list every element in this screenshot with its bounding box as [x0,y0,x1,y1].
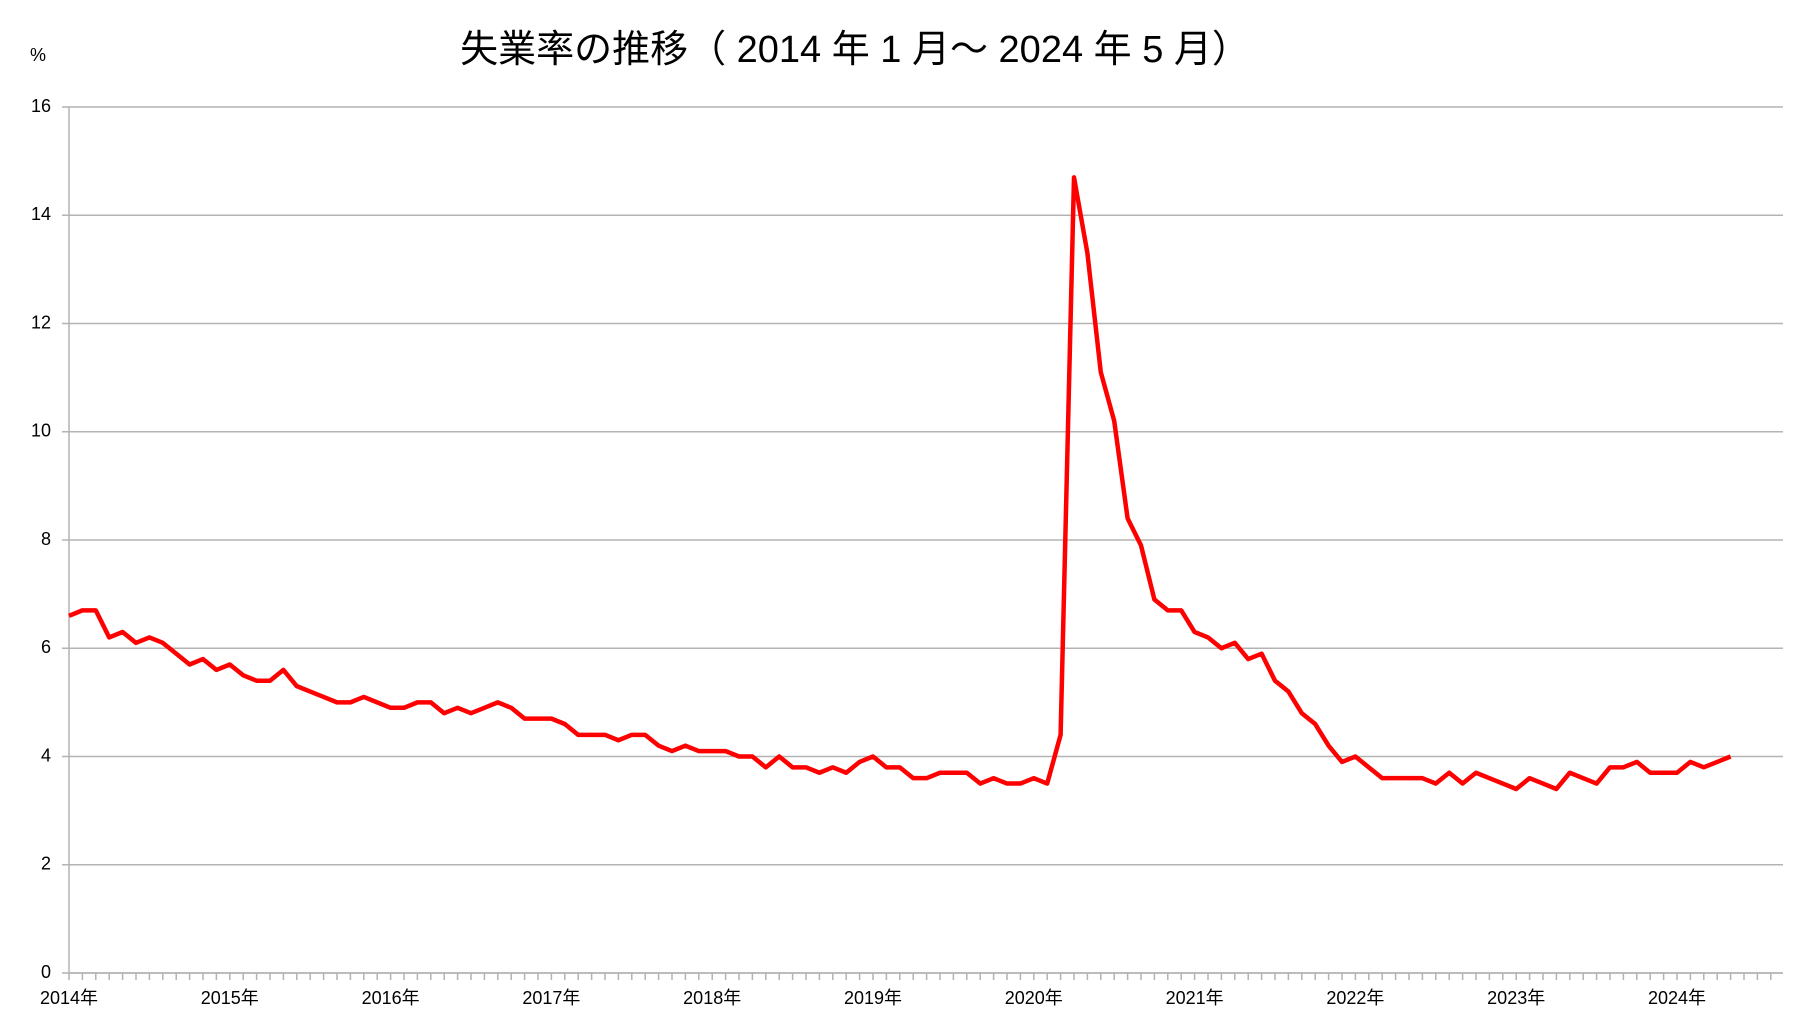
x-tick-label: 2016年 [362,988,420,1008]
y-tick-label: 0 [41,962,51,982]
y-tick-label: 14 [31,204,51,224]
y-tick-label: 10 [31,421,51,441]
x-tick-label: 2021年 [1166,988,1224,1008]
data-line [68,175,1732,792]
x-tick-label: 2022年 [1326,988,1384,1008]
x-tick-label: 2015年 [201,988,259,1008]
x-tick-label: 2023年 [1487,988,1545,1008]
y-tick-label: 12 [31,312,51,332]
x-tick-label: 2014年 [40,988,98,1008]
x-tick-label: 2019年 [844,988,902,1008]
y-axis-label: % [30,45,46,65]
y-tick-label: 2 [41,854,51,874]
y-tick-label: 16 [31,96,51,116]
y-tick-label: 8 [41,529,51,549]
chart-title: 失業率の推移（ 2014 年 1 月～ 2024 年 5 月） [460,29,1250,71]
x-tick-label: 2018年 [683,988,741,1008]
y-tick-label: 6 [41,637,51,657]
y-tick-label: 4 [41,745,51,765]
x-tick-label: 2020年 [1005,988,1063,1008]
x-tick-label: 2024年 [1648,988,1706,1008]
x-tick-label: 2017年 [522,988,580,1008]
